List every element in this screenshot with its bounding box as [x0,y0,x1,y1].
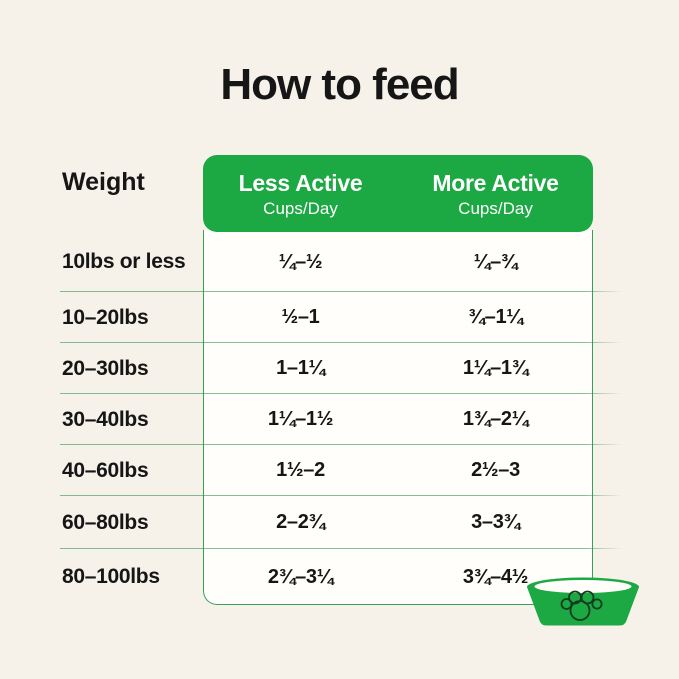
feeding-table: 10lbs or less ¼–½ ¼–¾ 10–20lbs ½–1 ¾–1¼ … [60,232,622,605]
row-weight-label: 80–100lbs [62,565,160,588]
table-row: 10–20lbs ½–1 ¾–1¼ [60,292,622,343]
table-row: 40–60lbs 1½–2 2½–3 [60,445,622,496]
page-title: How to feed [220,60,459,109]
more-active-units: Cups/Day [458,199,533,218]
table-row: 10lbs or less ¼–½ ¼–¾ [60,232,622,292]
row-weight-label: 60–80lbs [62,510,149,534]
row-more-active-value: 1¼–1¾ [462,357,529,379]
row-weight-label: 10lbs or less [62,250,186,273]
less-active-units: Cups/Day [263,199,338,218]
row-weight-label: 10–20lbs [62,305,149,329]
row-more-active-value: ¾–1¼ [468,306,523,328]
row-less-active-value: ¼–½ [278,250,323,273]
row-weight-label: 30–40lbs [62,407,149,431]
row-less-active-value: 2¾–3¼ [267,565,334,588]
row-less-active-value: 2–2¾ [276,511,325,533]
table-row: 80–100lbs 2¾–3¼ 3¾–4½ [60,549,622,605]
less-active-column-header: Less Active Cups/Day [203,155,398,232]
row-more-active-value: 3–3¾ [471,511,520,533]
weight-column-header: Weight [62,168,145,196]
dog-bowl-paw-icon [523,577,643,629]
row-weight-label: 20–30lbs [62,356,149,380]
table-row: 20–30lbs 1–1¼ 1¼–1¾ [60,343,622,394]
row-less-active-value: 1½–2 [276,459,325,481]
row-less-active-value: ½–1 [281,306,320,328]
table-row: 30–40lbs 1¼–1½ 1¾–2¼ [60,394,622,445]
row-more-active-value: ¼–¾ [473,250,518,273]
more-active-column-header: More Active Cups/Day [398,155,593,232]
row-less-active-value: 1–1¼ [276,357,325,379]
row-more-active-value: 1¾–2¼ [462,408,529,430]
row-more-active-value: 3¾–4½ [462,565,529,588]
table-header: Less Active Cups/Day More Active Cups/Da… [203,155,593,232]
row-weight-label: 40–60lbs [62,458,149,482]
table-body-panel [203,230,593,605]
more-active-label: More Active [432,170,559,196]
table-row: 60–80lbs 2–2¾ 3–3¾ [60,496,622,549]
less-active-label: Less Active [238,170,363,196]
row-more-active-value: 2½–3 [471,459,520,481]
row-less-active-value: 1¼–1½ [267,408,334,430]
